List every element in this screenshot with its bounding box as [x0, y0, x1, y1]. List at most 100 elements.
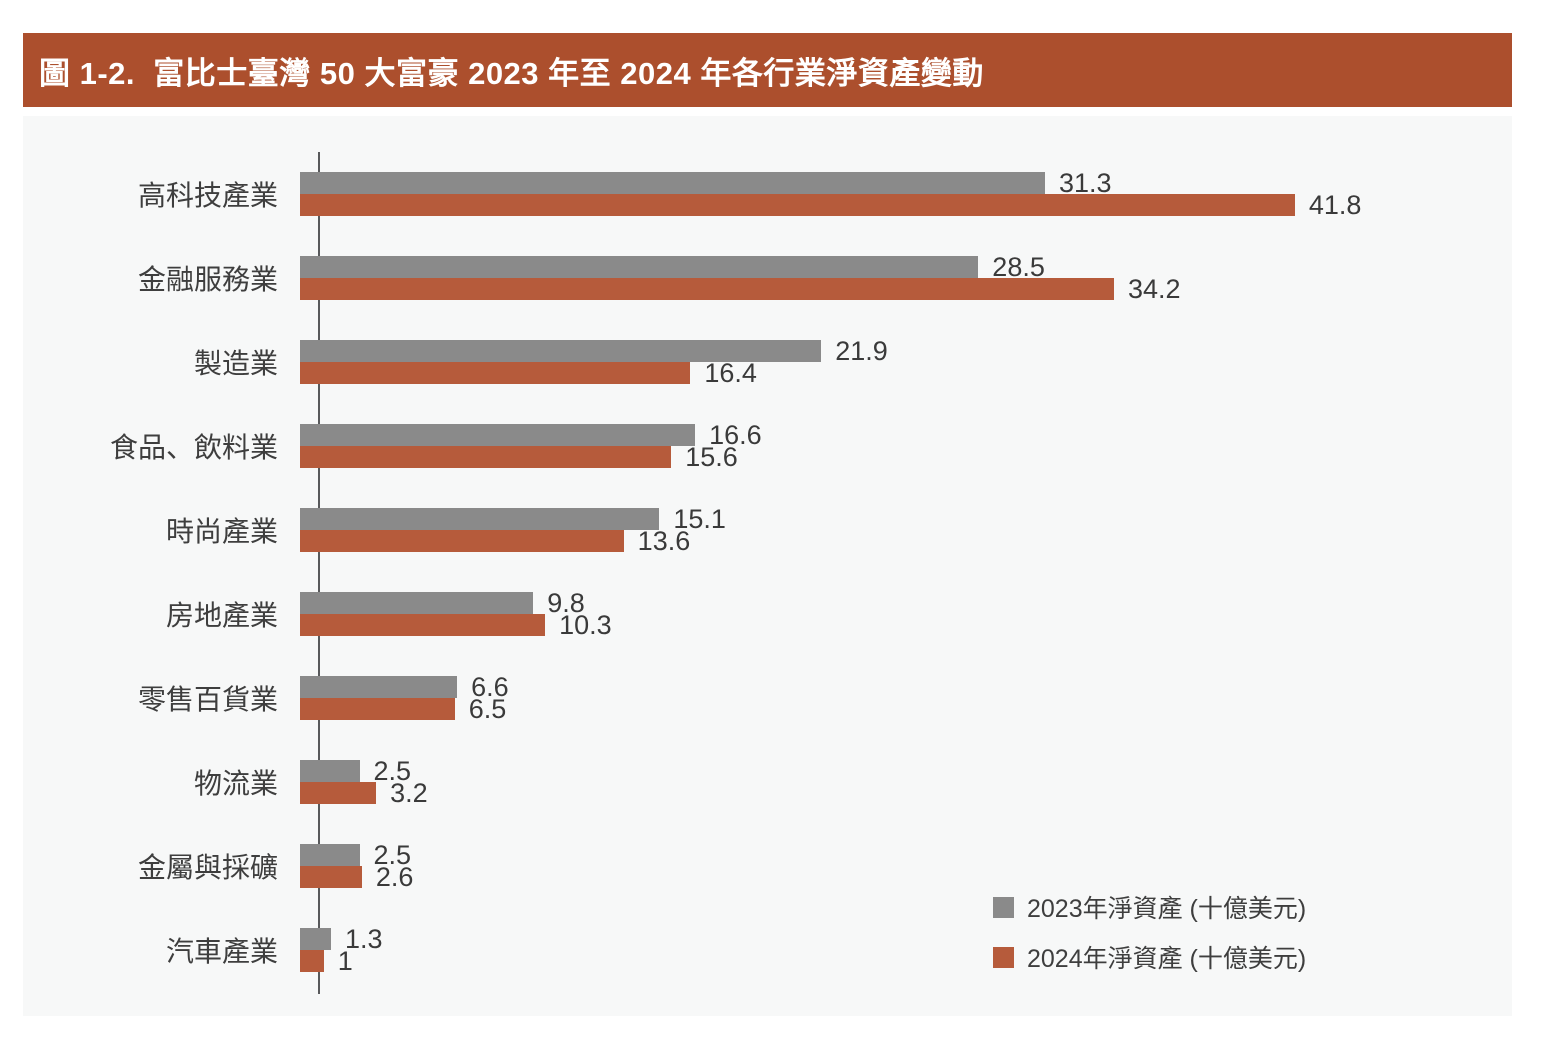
value-label: 31.3: [1058, 167, 1112, 198]
value-label: 16.4: [704, 357, 757, 388]
value-label: 21.9: [835, 335, 888, 366]
bar-line: 34.2: [300, 273, 1490, 304]
value-label: 28.5: [992, 251, 1045, 282]
value-label: 1.3: [344, 923, 383, 954]
bar-group: 31.3 41.8: [300, 167, 1490, 220]
value-label: 9.8: [547, 587, 585, 618]
bar-2023: [300, 172, 1045, 194]
legend: 2023年淨資產 (十億美元) 2024年淨資產 (十億美元): [993, 882, 1306, 982]
bar-line: 1.3: [300, 923, 1490, 954]
chart-row: 金融服務業 28.5 34.2: [23, 236, 1512, 320]
value-label: 1: [337, 945, 353, 976]
chart-row: 物流業 2.5 3.2: [23, 740, 1512, 824]
value-label: 2.5: [373, 755, 412, 786]
value-label: 15.6: [685, 441, 738, 472]
bar-group: 21.9 16.4: [300, 335, 1490, 388]
bar-2023: [300, 676, 458, 698]
bar-line: 2.5: [300, 839, 1490, 870]
bar-group: 28.5 34.2: [300, 251, 1490, 304]
legend-item: 2023年淨資產 (十億美元): [993, 882, 1306, 932]
chart-row: 時尚產業 15.1 13.6: [23, 488, 1512, 572]
value-label: 3.2: [390, 777, 428, 808]
bar-group: 16.6 15.6: [300, 419, 1490, 472]
value-label: 2.5: [373, 839, 412, 870]
legend-label: 2023年淨資產 (十億美元): [1027, 895, 1307, 923]
category-label: 時尚產業: [165, 516, 278, 547]
bar-line: 15.1: [300, 503, 1490, 534]
chart-title-banner: 圖 1-2. 富比士臺灣 50 大富豪 2023 年至 2024 年各行業淨資產…: [23, 33, 1512, 107]
category-label: 金屬與採礦: [137, 852, 278, 883]
bar-group: 6.6 6.5: [300, 671, 1490, 724]
value-label: 34.2: [1127, 273, 1181, 304]
category-label: 零售百貨業: [137, 684, 278, 715]
bar-line: 16.4: [300, 357, 1490, 388]
bar-group: 9.8 10.3: [300, 587, 1490, 640]
bar-line: 31.3: [300, 167, 1490, 198]
chart-row: 食品、飲料業 16.6 15.6: [23, 404, 1512, 488]
bar-line: 2.6: [300, 861, 1490, 892]
bar-line: 3.2: [300, 777, 1490, 808]
y-axis-line: [318, 152, 320, 994]
bar-line: 28.5: [300, 251, 1490, 282]
bar-group: 2.5 2.6: [300, 839, 1490, 892]
chart-row: 金屬與採礦 2.5 2.6: [23, 824, 1512, 908]
bar-line: 9.8: [300, 587, 1490, 618]
category-label: 汽車產業: [165, 936, 278, 967]
bar-2024: [300, 362, 691, 384]
category-label: 金融服務業: [137, 264, 278, 295]
bar-2023: [300, 508, 660, 530]
value-label: 10.3: [559, 609, 612, 640]
bar-2024: [300, 194, 1295, 216]
bar-2023: [300, 928, 331, 950]
category-label: 房地產業: [165, 600, 278, 631]
bar-line: 41.8: [300, 189, 1490, 220]
value-label: 6.5: [468, 693, 507, 724]
value-label: 6.6: [471, 671, 509, 702]
bar-chart: 高科技產業 31.3 41.8 金融服務業 28.5 34.2 製造業 21.9 16.4 食品、…: [23, 152, 1512, 992]
bar-line: 15.6: [300, 441, 1490, 472]
bar-line: 6.5: [300, 693, 1490, 724]
chart-panel: 高科技產業 31.3 41.8 金融服務業 28.5 34.2 製造業 21.9 16.4 食品、…: [23, 116, 1512, 1016]
bar-line: 1: [300, 945, 1490, 976]
bar-2023: [300, 424, 696, 446]
bar-line: 2.5: [300, 755, 1490, 786]
value-label: 16.6: [709, 419, 762, 450]
bar-2023: [300, 256, 979, 278]
category-label: 物流業: [193, 768, 278, 799]
chart-title: 圖 1-2. 富比士臺灣 50 大富豪 2023 年至 2024 年各行業淨資產…: [39, 55, 984, 91]
bar-group: 2.5 3.2: [300, 755, 1490, 808]
category-label: 高科技產業: [137, 180, 278, 211]
value-label: 13.6: [637, 525, 691, 556]
bar-2023: [300, 844, 360, 866]
legend-label: 2024年淨資產 (十億美元): [1027, 945, 1307, 973]
bar-2024: [300, 446, 672, 468]
bar-2024: [300, 950, 324, 972]
value-label: 41.8: [1308, 189, 1362, 220]
bar-group: 15.1 13.6: [300, 503, 1490, 556]
category-label: 製造業: [193, 348, 278, 379]
chart-row: 汽車產業 1.3 1: [23, 908, 1512, 992]
bar-line: 16.6: [300, 419, 1490, 450]
bar-2023: [300, 340, 822, 362]
bar-group: 1.3 1: [300, 923, 1490, 976]
bar-line: 6.6: [300, 671, 1490, 702]
bar-2024: [300, 866, 362, 888]
value-label: 15.1: [673, 503, 726, 534]
category-label: 食品、飲料業: [109, 432, 278, 463]
chart-row: 房地產業 9.8 10.3: [23, 572, 1512, 656]
bar-line: 10.3: [300, 609, 1490, 640]
legend-swatch-icon: [993, 896, 1014, 918]
bar-2024: [300, 530, 624, 552]
bar-line: 21.9: [300, 335, 1490, 366]
legend-item: 2024年淨資產 (十億美元): [993, 932, 1306, 982]
bar-2024: [300, 698, 455, 720]
value-label: 2.6: [375, 861, 414, 892]
legend-swatch-icon: [993, 946, 1014, 968]
chart-row: 零售百貨業 6.6 6.5: [23, 656, 1512, 740]
bar-2023: [300, 592, 534, 614]
bar-line: 13.6: [300, 525, 1490, 556]
bar-2024: [300, 782, 377, 804]
chart-row: 製造業 21.9 16.4: [23, 320, 1512, 404]
bar-2024: [300, 278, 1114, 300]
chart-row: 高科技產業 31.3 41.8: [23, 152, 1512, 236]
